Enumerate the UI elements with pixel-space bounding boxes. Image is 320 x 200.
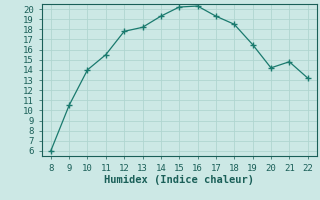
X-axis label: Humidex (Indice chaleur): Humidex (Indice chaleur)	[104, 175, 254, 185]
